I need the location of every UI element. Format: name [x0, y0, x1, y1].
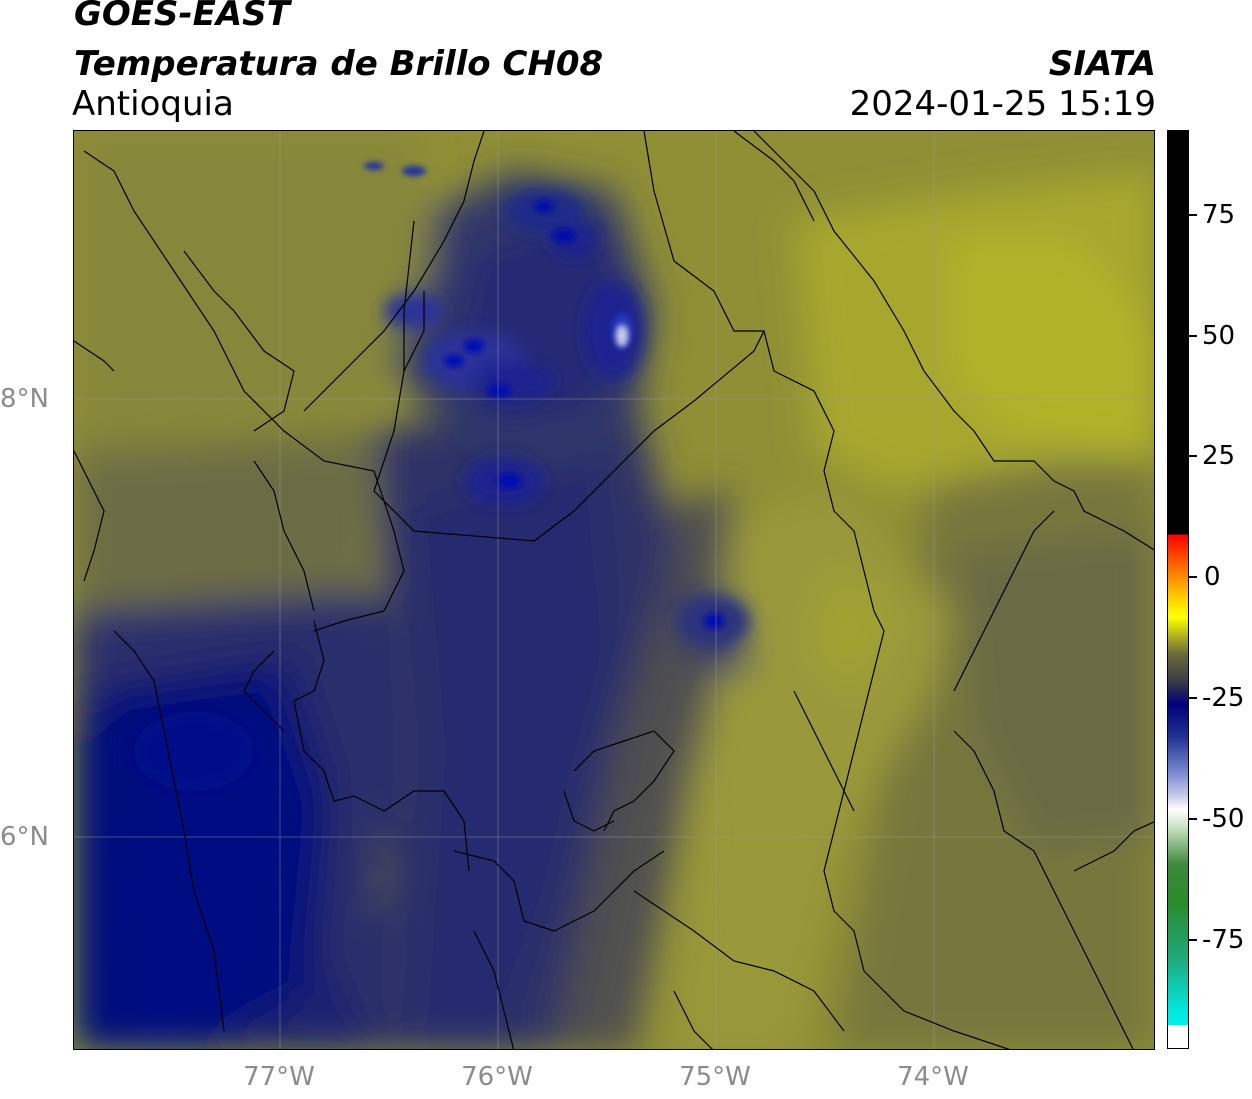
temperature-colorbar — [1167, 130, 1189, 1049]
agency-label: SIATA — [1048, 44, 1156, 84]
product-title: Temperatura de Brillo CH08 — [74, 44, 604, 84]
lon-label-77w: 77°W — [243, 1062, 315, 1092]
colorbar-label-neg25: -25 — [1202, 683, 1245, 713]
temperature-fill — [74, 131, 1154, 1049]
colorbar-label-50: 50 — [1202, 321, 1236, 351]
lon-label-75w: 75°W — [679, 1062, 751, 1092]
lon-label-76w: 76°W — [461, 1062, 533, 1092]
colorbar-tick-neg25 — [1189, 697, 1197, 699]
administrative-borders — [74, 131, 1154, 1049]
colorbar-tick-neg50 — [1189, 818, 1197, 820]
colorbar-label-25: 25 — [1202, 441, 1236, 471]
colorbar-tick-50 — [1189, 335, 1197, 337]
colorbar-tick-0 — [1189, 576, 1197, 578]
coldest-cores — [364, 162, 724, 629]
colorbar-tick-neg75 — [1189, 939, 1197, 941]
colorbar-tick-75 — [1189, 214, 1197, 216]
colorbar-label-75: 75 — [1202, 200, 1236, 230]
colorbar-tick-25 — [1189, 455, 1197, 457]
timestamp-label: 2024-01-25 15:19 — [849, 84, 1156, 124]
lat-label-8n: 8°N — [0, 384, 49, 414]
satellite-title: GOES-EAST — [74, 0, 290, 34]
graticule — [74, 131, 1154, 1049]
map-canvas — [74, 131, 1154, 1049]
brightness-temperature-map[interactable] — [73, 130, 1155, 1050]
lon-label-74w: 74°W — [897, 1062, 969, 1092]
colorbar-label-0: 0 — [1204, 562, 1221, 592]
colorbar-label-neg75: -75 — [1202, 925, 1245, 955]
colorbar-label-neg50: -50 — [1202, 804, 1245, 834]
region-title: Antioquia — [72, 84, 234, 124]
lat-label-6n: 6°N — [0, 822, 49, 852]
